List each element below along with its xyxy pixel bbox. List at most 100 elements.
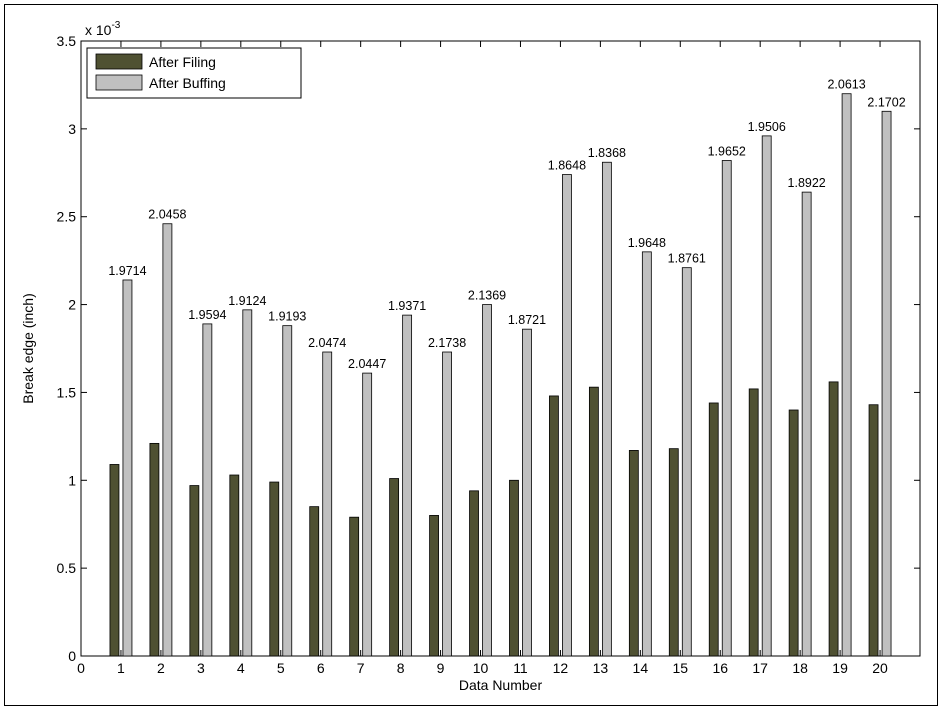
y-axis-multiplier: x 10-3 (85, 20, 121, 38)
bar-after-buffing-15 (681, 267, 692, 657)
x-tick-label: 13 (593, 660, 609, 676)
legend: After Filing After Buffing (86, 47, 302, 99)
bar-after-filing-2 (149, 442, 160, 657)
x-tick-label: 2 (157, 660, 165, 676)
bar-value-label-5: 1.9193 (268, 310, 306, 324)
y-tick-label: 1 (68, 472, 76, 488)
bar-after-buffing-9 (442, 351, 452, 657)
bar-after-buffing-11 (522, 328, 532, 657)
bar-after-buffing-6 (322, 351, 333, 657)
x-tick-label: 5 (277, 660, 285, 676)
bar-after-filing-20 (868, 404, 879, 657)
x-tick-label: 15 (672, 660, 688, 676)
bar-after-filing-9 (429, 515, 439, 657)
x-tick-label: 19 (832, 660, 848, 676)
x-tick-label: 7 (357, 660, 365, 676)
x-tick-label: 1 (117, 660, 125, 676)
x-tick-label: 12 (553, 660, 569, 676)
x-tick-label: 8 (397, 660, 405, 676)
bar-value-label-7: 2.0447 (348, 357, 386, 371)
x-tick-label: 10 (473, 660, 489, 676)
plot-area (80, 40, 921, 657)
bar-after-filing-18 (788, 409, 799, 657)
legend-label-after-buffing: After Buffing (149, 75, 226, 91)
bar-after-filing-8 (389, 478, 400, 657)
bar-value-label-3: 1.9594 (188, 308, 226, 322)
y-axis-multiplier-base: x 10 (85, 22, 112, 38)
x-tick-label: 11 (513, 660, 528, 676)
bar-value-label-6: 2.0474 (308, 336, 346, 350)
y-tick-label: 1.5 (57, 384, 77, 400)
bar-value-label-16: 1.9652 (708, 144, 746, 158)
figure-frame: 1.9714 2.0458 1.9594 1.9124 1.9193 2.0474 2.04… (4, 4, 938, 706)
bar-after-buffing-10 (482, 304, 492, 657)
bar-after-buffing-7 (362, 372, 373, 657)
x-tick-label: 9 (437, 660, 445, 676)
bar-after-buffing-3 (202, 323, 213, 657)
bar-value-label-2: 2.0458 (148, 208, 186, 222)
chart: 1.9714 2.0458 1.95941.91241.91932.04742.04… (20, 20, 921, 693)
y-tick-label: 3 (68, 121, 76, 137)
bar-after-filing-19 (828, 381, 839, 657)
bar-value-label-11: 1.8721 (508, 313, 546, 327)
bar-after-filing-3 (189, 485, 200, 657)
bar-labels: 1.9714 2.0458 1.95941.91241.91932.04742.04… (108, 78, 905, 371)
bar-value-label-9: 2.1738 (428, 336, 466, 350)
bar-value-label-14: 1.9648 (628, 236, 666, 250)
bar-value-label-18: 1.8922 (788, 176, 826, 190)
x-tick-label: 14 (633, 660, 649, 676)
x-tick-label: 17 (752, 660, 768, 676)
bar-after-filing-1 (109, 464, 120, 657)
bar-after-filing-6 (309, 506, 320, 657)
x-tick-label: 3 (197, 660, 205, 676)
bar-value-label-13: 1.8368 (588, 146, 626, 160)
y-axis-multiplier-exponent: -3 (111, 20, 120, 31)
bar-after-buffing-17 (761, 135, 772, 657)
bar-after-buffing-19 (841, 93, 852, 657)
bar-value-label-20: 2.1702 (867, 95, 905, 109)
legend-swatch-after-buffing (95, 74, 143, 91)
bar-value-label-17: 1.9506 (748, 120, 786, 134)
bar-after-buffing-8 (402, 314, 413, 657)
x-tick-label: 18 (792, 660, 808, 676)
x-tick-label: 0 (77, 660, 85, 676)
x-tick-label: 20 (872, 660, 888, 676)
bar-after-buffing-18 (801, 191, 812, 657)
bar-after-buffing-2 (162, 223, 173, 657)
bar-after-filing-4 (229, 474, 240, 657)
bar-value-label-19: 2.0613 (827, 78, 865, 92)
y-tick-label: 2 (68, 297, 76, 313)
bar-after-buffing-12 (562, 174, 572, 657)
y-tick-label: 0 (68, 648, 76, 664)
bar-after-buffing-5 (282, 325, 293, 657)
x-tick-label: 16 (712, 660, 728, 676)
bar-after-buffing-4 (242, 309, 253, 657)
y-axis-title: Break edge (inch) (20, 293, 36, 404)
bar-after-filing-5 (269, 481, 280, 657)
x-axis-title: Data Number (459, 677, 543, 693)
bar-after-filing-17 (748, 388, 759, 657)
y-tick-label: 3.5 (57, 33, 77, 49)
legend-swatch-after-filing (95, 53, 143, 70)
x-axis: 0 1 2 3 4 5 6 7 8 9 10 11 12 13 14 15 16 17 18 19 20 (77, 41, 888, 676)
bar-value-label-12: 1.8648 (548, 159, 586, 173)
bar-after-filing-7 (349, 516, 360, 657)
y-axis: 0 0.5 1 1.5 2 2.5 3 3.5 (57, 33, 920, 664)
bar-after-filing-15 (668, 448, 679, 657)
bar-value-label-15: 1.8761 (668, 252, 706, 266)
x-tick-label: 4 (237, 660, 245, 676)
bar-after-buffing-1 (122, 279, 133, 657)
bar-after-filing-11 (509, 479, 519, 657)
bar-value-label-4: 1.9124 (228, 294, 266, 308)
bar-value-label-8: 1.9371 (388, 299, 426, 313)
y-tick-label: 0.5 (57, 560, 77, 576)
bar-after-buffing-14 (641, 251, 652, 657)
bar-after-buffing-20 (881, 110, 892, 657)
bar-after-buffing-16 (721, 160, 732, 657)
bar-after-filing-16 (708, 402, 719, 657)
bar-after-filing-12 (549, 395, 559, 657)
x-tick-label: 6 (317, 660, 325, 676)
bar-after-filing-13 (588, 386, 599, 657)
legend-label-after-filing: After Filing (149, 54, 216, 70)
bar-after-filing-14 (628, 450, 639, 657)
